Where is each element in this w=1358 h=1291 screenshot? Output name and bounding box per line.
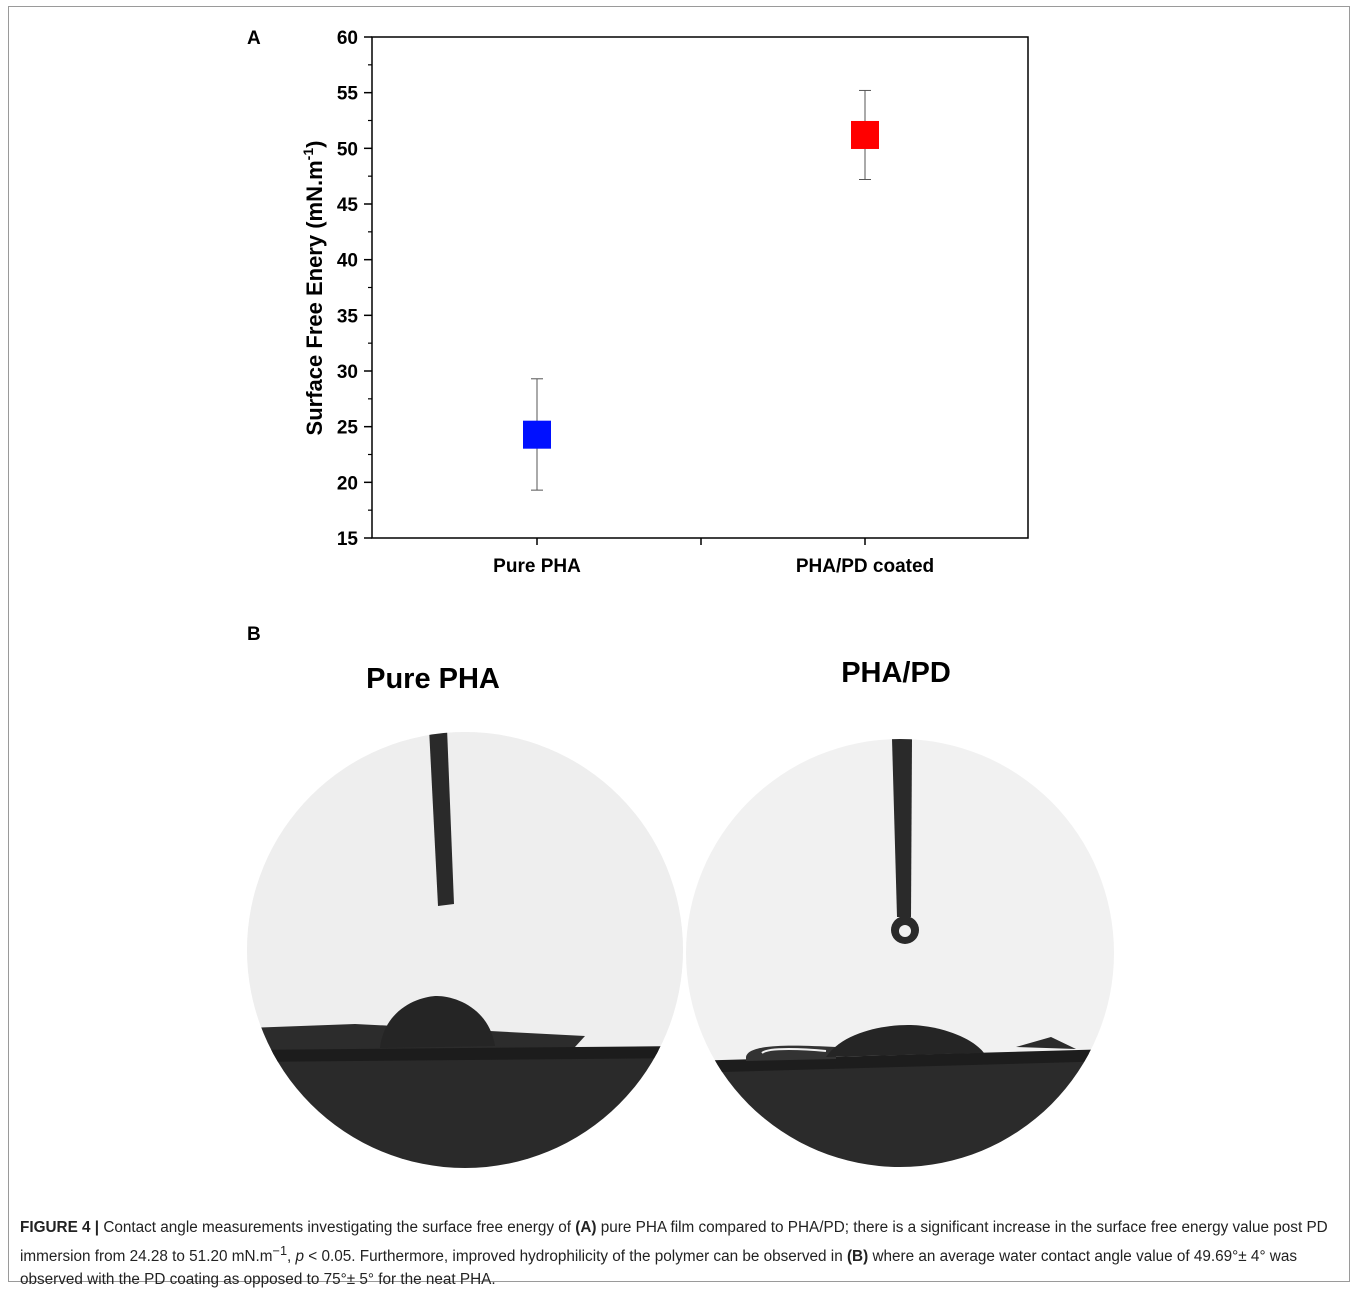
caption-text-5: where an average water contact angle val… <box>20 1248 1298 1289</box>
y-axis-label-end: ) <box>302 141 327 148</box>
caption-p-symbol: p <box>295 1248 305 1266</box>
data-point <box>523 420 551 449</box>
y-axis-label-sup: -1 <box>300 148 316 161</box>
y-axis-label-main: Surface Free Enery (mN.m <box>302 160 327 435</box>
y-tick-label: 40 <box>337 251 358 272</box>
chart-axes <box>371 36 1029 539</box>
caption-text-3: , <box>287 1248 296 1266</box>
caption-text-1: Contact angle measurements investigating… <box>99 1219 576 1236</box>
figure-frame <box>8 6 1350 1282</box>
pha-pd-droplet-image <box>686 739 1114 1167</box>
photo-title-pha-pd: PHA/PD <box>841 657 951 689</box>
y-tick-label: 30 <box>337 362 358 383</box>
panel-b-label: B <box>247 624 261 645</box>
y-tick-label: 15 <box>337 529 359 550</box>
caption-ref-b: (B) <box>846 1248 869 1266</box>
caption-text-4: < 0.05. Furthermore, improved hydrophili… <box>304 1248 847 1266</box>
data-point <box>851 120 879 149</box>
x-tick-label: PHA/PD coated <box>796 556 934 577</box>
y-axis-label: Surface Free Enery (mN.m-1) <box>300 141 327 436</box>
y-tick-label: 25 <box>337 418 359 439</box>
photo-title-pure-pha: Pure PHA <box>366 663 500 695</box>
caption-superscript: −1 <box>272 1243 288 1258</box>
caption-figure-label: FIGURE 4 | <box>20 1219 100 1236</box>
y-tick-label: 60 <box>337 28 358 49</box>
panel-a-label: A <box>247 28 261 49</box>
surface-energy-chart: 15 20 25 30 35 40 45 50 55 60 Pure PHA PHA/PD coate… <box>300 28 1029 577</box>
caption-ref-a: (A) <box>575 1219 597 1236</box>
plot-frame <box>371 36 1029 539</box>
figure-caption: FIGURE 4 | Contact angle measurements in… <box>20 1216 1338 1291</box>
y-tick-label: 55 <box>337 84 359 105</box>
chart-marks <box>523 89 879 491</box>
y-tick-label: 50 <box>337 139 358 160</box>
y-tick-label: 45 <box>337 195 359 216</box>
x-tick-label: Pure PHA <box>493 556 581 577</box>
pure-pha-droplet-image <box>247 732 683 1168</box>
y-tick-label: 20 <box>337 473 358 494</box>
y-tick-label: 35 <box>337 306 359 327</box>
caption-text-2: pure PHA film compared to PHA/PD; there … <box>20 1219 1328 1266</box>
chart-ticks: 15 20 25 30 35 40 45 50 55 60 Pure PHA PHA/PD coate… <box>337 28 934 577</box>
